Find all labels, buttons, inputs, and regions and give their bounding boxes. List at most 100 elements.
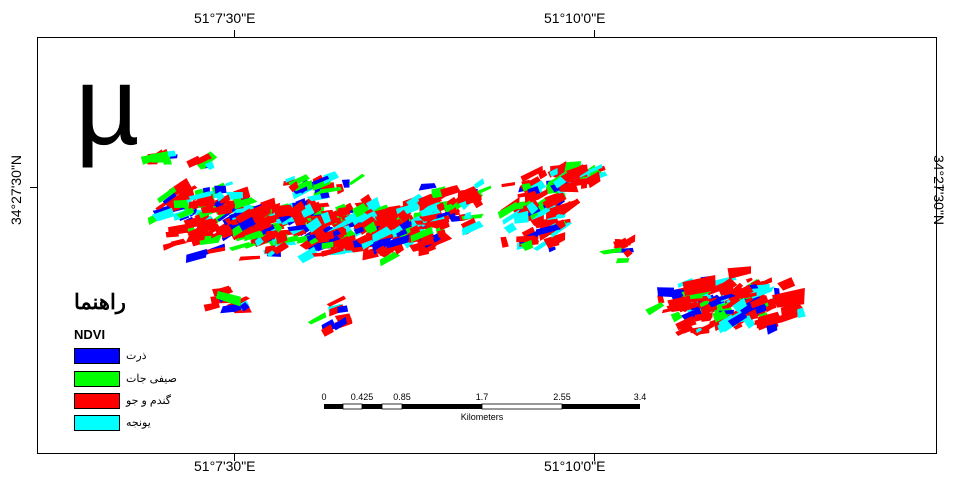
field-patch bbox=[321, 246, 344, 257]
field-patch bbox=[727, 266, 751, 279]
field-patch bbox=[675, 315, 697, 331]
scale-label-085: 0.85 bbox=[393, 392, 411, 402]
field-patch bbox=[188, 191, 212, 201]
field-patch bbox=[331, 316, 347, 331]
field-patch bbox=[254, 236, 264, 247]
field-patch bbox=[193, 220, 214, 235]
field-patch bbox=[765, 304, 774, 313]
field-patch bbox=[251, 218, 272, 235]
field-patch bbox=[503, 222, 517, 234]
field-patch bbox=[186, 155, 202, 168]
field-patch bbox=[579, 164, 603, 178]
field-patch bbox=[750, 295, 769, 310]
field-patch bbox=[561, 207, 570, 215]
field-patch bbox=[430, 231, 453, 248]
legend-swatch-vegetables bbox=[74, 371, 120, 387]
field-patch bbox=[699, 298, 710, 308]
graticule-tick bbox=[234, 454, 235, 461]
scale-label-17: 1.7 bbox=[475, 392, 489, 402]
field-patch bbox=[727, 311, 748, 327]
legend-label-vegetables: صیفی جات bbox=[126, 373, 177, 385]
field-patch bbox=[418, 183, 437, 191]
field-patch bbox=[236, 207, 256, 214]
legend-label-alfalfa: یونجه bbox=[126, 417, 151, 429]
field-patch bbox=[777, 310, 798, 323]
field-patch bbox=[549, 200, 575, 215]
field-patch bbox=[348, 173, 365, 186]
field-patch bbox=[501, 182, 515, 188]
field-patch bbox=[396, 228, 408, 238]
field-patch bbox=[173, 200, 190, 208]
coord-top-right: 51°10'0"E bbox=[544, 10, 606, 26]
legend-swatch-corn bbox=[74, 348, 120, 364]
field-patch bbox=[521, 226, 536, 239]
field-patch bbox=[520, 165, 543, 182]
crop-fields bbox=[140, 148, 806, 337]
field-patch bbox=[708, 297, 722, 308]
field-patch bbox=[228, 241, 250, 251]
field-patch bbox=[739, 292, 757, 300]
field-patch bbox=[162, 241, 176, 251]
field-patch bbox=[777, 277, 796, 291]
graticule-tick bbox=[594, 454, 595, 461]
field-patch bbox=[667, 295, 691, 312]
field-patch bbox=[548, 246, 556, 253]
field-patch bbox=[516, 235, 540, 243]
field-patch bbox=[560, 164, 589, 184]
field-patch bbox=[203, 302, 220, 312]
field-patch bbox=[417, 198, 430, 210]
field-patch bbox=[474, 178, 485, 189]
graticule-tick bbox=[594, 30, 595, 37]
field-patch bbox=[321, 324, 334, 337]
scale-label-0425: 0.425 bbox=[350, 392, 374, 402]
field-patch bbox=[197, 194, 214, 207]
field-patch bbox=[748, 308, 758, 320]
field-patch bbox=[157, 186, 177, 204]
field-patch bbox=[238, 255, 260, 261]
field-patch bbox=[217, 205, 238, 222]
field-patch bbox=[615, 258, 630, 264]
field-patch bbox=[613, 239, 631, 248]
field-patch bbox=[309, 237, 319, 245]
field-patch bbox=[341, 179, 350, 188]
field-patch bbox=[701, 316, 713, 322]
legend-title: راهنما bbox=[74, 291, 126, 314]
graticule-tick bbox=[234, 30, 235, 37]
scale-units: Kilometers bbox=[460, 412, 504, 422]
legend-label-corn: ذرت bbox=[126, 350, 147, 362]
field-patch bbox=[357, 233, 375, 245]
field-patch bbox=[436, 202, 446, 213]
field-patch bbox=[521, 183, 533, 192]
field-patch bbox=[209, 223, 221, 234]
field-patch bbox=[364, 208, 374, 215]
field-patch bbox=[440, 185, 461, 198]
field-patch bbox=[419, 212, 443, 222]
field-patch bbox=[623, 249, 633, 258]
field-patch bbox=[219, 194, 231, 204]
field-patch bbox=[537, 169, 548, 180]
field-patch bbox=[513, 210, 529, 224]
field-patch bbox=[149, 151, 169, 163]
field-patch bbox=[220, 304, 238, 314]
field-patch bbox=[352, 203, 370, 218]
field-patch bbox=[449, 207, 458, 215]
field-patch bbox=[461, 220, 484, 236]
field-patch bbox=[797, 307, 806, 318]
graticule-tick bbox=[30, 187, 37, 188]
field-patch bbox=[418, 243, 437, 256]
field-patch bbox=[464, 211, 472, 219]
field-patch bbox=[581, 183, 587, 189]
scale-label-34: 3.4 bbox=[633, 392, 647, 402]
coord-bottom-left: 51°7'30"E bbox=[194, 458, 256, 474]
field-patch bbox=[421, 236, 432, 244]
field-patch bbox=[297, 246, 319, 264]
field-patch bbox=[714, 309, 728, 323]
field-patch bbox=[682, 275, 716, 296]
field-patch bbox=[675, 326, 687, 336]
field-patch bbox=[406, 193, 424, 208]
field-patch bbox=[457, 189, 478, 197]
field-patch bbox=[549, 168, 558, 177]
field-patch bbox=[337, 208, 347, 218]
field-patch bbox=[569, 178, 592, 187]
field-patch bbox=[695, 327, 703, 334]
